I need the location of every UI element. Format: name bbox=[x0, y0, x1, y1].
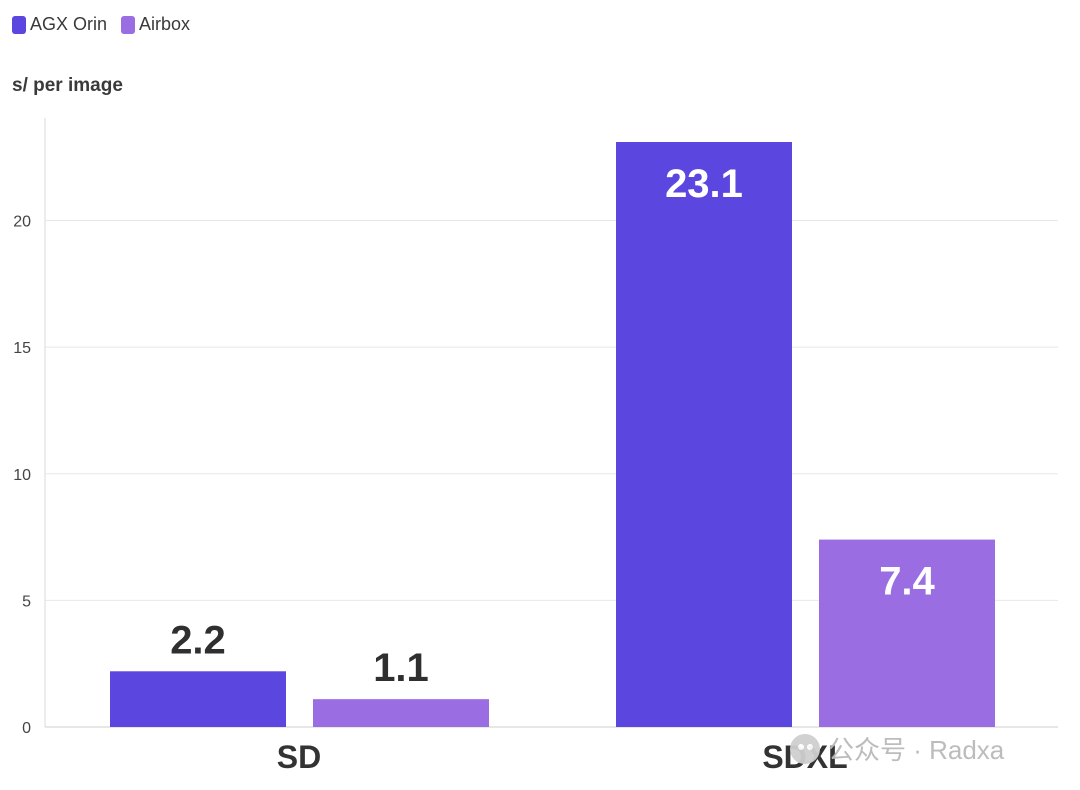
watermark: 公众号 · Radxa bbox=[790, 730, 1004, 767]
data-label: 23.1 bbox=[665, 162, 743, 206]
wechat-icon bbox=[790, 733, 820, 764]
bar-sd-airbox bbox=[313, 699, 489, 727]
data-label: 2.2 bbox=[170, 618, 226, 662]
legend-item-airbox[interactable]: Airbox bbox=[121, 14, 190, 35]
y-tick-label: 0 bbox=[22, 720, 31, 737]
legend-label-agx-orin: AGX Orin bbox=[30, 14, 108, 34]
bar-sdxl-agx-orin bbox=[616, 142, 792, 727]
legend-swatch-agx-orin bbox=[12, 15, 26, 34]
data-label: 7.4 bbox=[879, 560, 935, 604]
bar-sdxl-airbox bbox=[819, 539, 995, 727]
y-tick-label: 15 bbox=[13, 340, 31, 357]
bar-sd-agx-orin bbox=[110, 671, 286, 727]
legend-label-airbox: Airbox bbox=[139, 14, 191, 34]
y-tick-label: 5 bbox=[22, 593, 31, 610]
legend-item-agx-orin[interactable]: AGX Orin bbox=[12, 14, 107, 35]
data-label: 1.1 bbox=[373, 646, 429, 690]
x-tick-label: SD bbox=[277, 739, 321, 775]
chart-legend: AGX Orin Airbox bbox=[12, 14, 190, 35]
y-axis-label: s/ per image bbox=[12, 75, 123, 96]
y-tick-label: 10 bbox=[13, 467, 31, 484]
legend-swatch-airbox bbox=[121, 15, 136, 34]
watermark-text: 公众号 · Radxa bbox=[828, 735, 1005, 765]
y-tick-label: 20 bbox=[13, 214, 31, 231]
